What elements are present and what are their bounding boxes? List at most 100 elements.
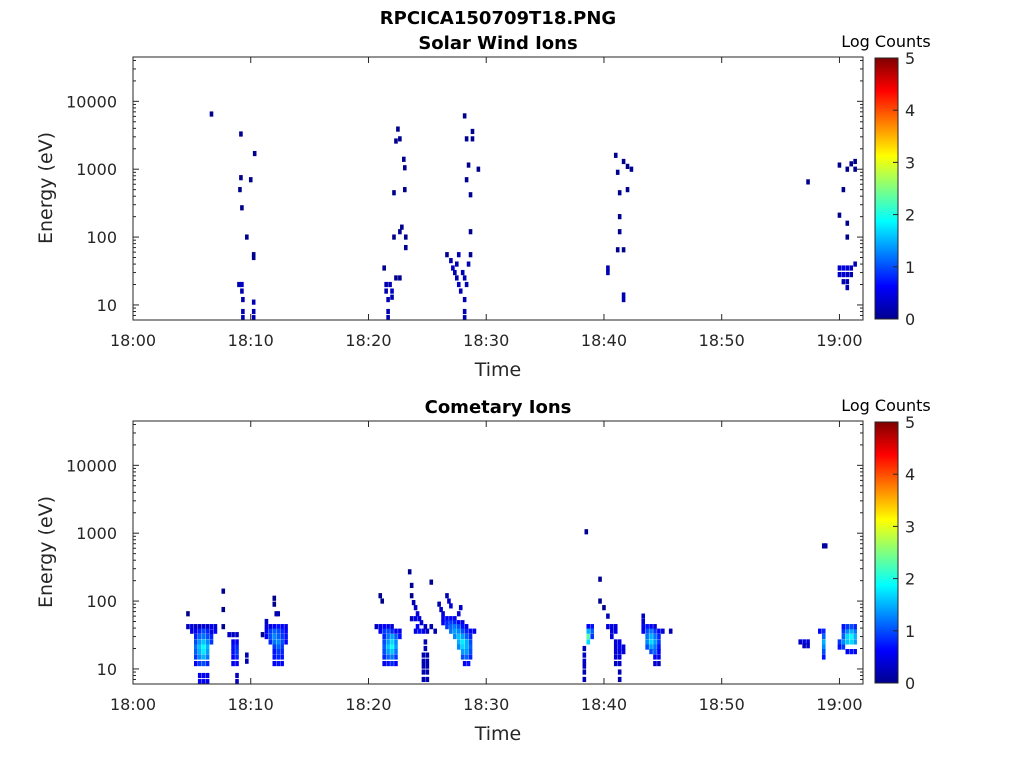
cometary-heatmap-cell	[272, 628, 277, 634]
solar-wind-heatmap-cell	[621, 292, 626, 298]
cometary-heatmap-cell	[235, 660, 239, 667]
cometary-heatmap-cell	[235, 654, 239, 660]
cometary-heatmap-cell	[409, 616, 414, 622]
cometary-heatmap-cell	[453, 620, 457, 626]
solar-wind-heatmap-cell	[853, 158, 857, 165]
cometary-heatmap-cell	[802, 643, 806, 649]
cometary-heatmap-cell	[409, 582, 414, 589]
solar-wind-colorbar-tick-label: 1	[905, 258, 915, 277]
solar-wind-colorbar-tick-label: 4	[905, 101, 915, 120]
cometary-heatmap-cell	[657, 644, 661, 650]
solar-wind-heatmap-cell	[394, 275, 398, 281]
cometary-heatmap-cell	[449, 620, 453, 626]
cometary-heatmap-cell	[415, 624, 420, 630]
solar-wind-heatmap	[209, 111, 857, 320]
cometary-heatmap-cell	[197, 672, 202, 679]
cometary-heatmap-cell	[445, 593, 449, 599]
cometary-heatmap-cell	[849, 633, 854, 640]
solar-wind-heatmap-cell	[382, 265, 386, 271]
cometary-heatmap-cell	[378, 624, 383, 630]
cometary-heatmap-cell	[205, 649, 210, 655]
cometary-heatmap-cell	[194, 644, 198, 650]
cometary-heatmap-cell	[425, 628, 430, 634]
cometary-heatmap-cell	[284, 624, 288, 630]
solar-wind-heatmap-cell	[849, 271, 854, 278]
cometary-heatmap-cell	[645, 628, 649, 634]
cometary-heatmap-cell	[841, 633, 846, 640]
cometary-heatmap-cell	[390, 624, 394, 630]
cometary-heatmap-cell	[390, 628, 394, 634]
cometary-heatmap-cell	[272, 639, 277, 645]
cometary-heatmap-cell	[425, 669, 430, 675]
cometary-x-tick-label: 18:20	[345, 695, 391, 714]
cometary-heatmap-cell	[464, 628, 469, 634]
cometary-heatmap-cell	[590, 624, 594, 630]
solar-wind-y-label: Energy (eV)	[35, 132, 57, 244]
cometary-heatmap-cell	[276, 649, 281, 655]
cometary-heatmap-cell	[447, 598, 451, 604]
cometary-heatmap-cell	[460, 644, 465, 650]
cometary-heatmap-cell	[386, 649, 390, 655]
cometary-heatmap-cell	[186, 611, 190, 617]
cometary-heatmap-cell	[468, 644, 473, 650]
cometary-heatmap-cell	[837, 639, 842, 645]
cometary-heatmap-cell	[386, 628, 390, 634]
cometary-heatmap-cell	[190, 628, 194, 634]
cometary-heatmap-cell	[617, 660, 622, 667]
cometary-heatmap-cell	[276, 628, 281, 634]
solar-wind-y-axis: 10 100 1000 10000	[66, 59, 863, 321]
solar-wind-heatmap-cell	[396, 126, 400, 132]
solar-wind-x-tick-label: 18:10	[228, 331, 274, 350]
solar-wind-heatmap-cell	[239, 131, 243, 137]
cometary-x-tick-label: 18:10	[228, 695, 274, 714]
cometary-heatmap-cell	[468, 633, 473, 640]
cometary-heatmap-cell	[468, 649, 473, 655]
cometary-heatmap-cell	[382, 628, 386, 634]
cometary-heatmap-cell	[235, 679, 239, 684]
solar-wind-heatmap-cell	[613, 152, 618, 158]
cometary-heatmap-cell	[205, 628, 210, 634]
solar-wind-heatmap-cell	[468, 229, 473, 235]
cometary-heatmap-cell	[464, 644, 469, 650]
cometary-heatmap-cell	[649, 649, 653, 655]
cometary-heatmap-cell	[413, 628, 418, 634]
cometary-heatmap-cell	[617, 644, 622, 650]
cometary-heatmap-cell	[390, 639, 394, 645]
cometary-heatmap-cell	[613, 660, 618, 667]
cometary-heatmap-cell	[460, 620, 465, 626]
cometary-heatmap-cell	[231, 654, 235, 660]
cometary-heatmap-cell	[449, 616, 453, 622]
solar-wind-heatmap-cell	[390, 288, 394, 294]
cometary-heatmap-cell	[421, 663, 426, 669]
cometary-heatmap-cell	[841, 624, 846, 630]
cometary-heatmap-cell	[245, 658, 249, 664]
cometary-x-tick-label: 19:00	[816, 695, 862, 714]
solar-wind-x-tick-label: 18:00	[110, 331, 156, 350]
cometary-heatmap-cell	[421, 658, 426, 664]
cometary-heatmap-cell	[657, 660, 661, 667]
cometary-heatmap-cell	[853, 624, 857, 630]
cometary-heatmap-cell	[194, 624, 198, 630]
cometary-heatmap-cell	[260, 632, 265, 638]
cometary-heatmap-cell	[849, 628, 854, 634]
cometary-heatmap-cell	[456, 633, 461, 640]
cometary-heatmap-cell	[645, 644, 649, 650]
cometary-heatmap-cell	[268, 628, 273, 634]
cometary-heatmap-cell	[617, 639, 622, 645]
cometary-heatmap-cell	[617, 669, 622, 675]
cometary-heatmap-cell	[276, 639, 281, 645]
cometary-heatmap-cell	[378, 593, 383, 599]
solar-wind-heatmap-cell	[621, 296, 626, 303]
solar-wind-title: Solar Wind Ions	[418, 33, 577, 54]
solar-wind-heatmap-cell	[462, 296, 467, 303]
cometary-heatmap-cell	[468, 639, 473, 645]
cometary-heatmap-cell	[453, 628, 457, 634]
cometary-heatmap-cell	[394, 628, 398, 634]
cometary-heatmap-cell	[606, 613, 610, 619]
solar-wind-colorbar-label: Log Counts	[841, 32, 931, 51]
solar-wind-heatmap-cell	[464, 281, 469, 288]
cometary-heatmap-cell	[421, 628, 426, 634]
cometary-heatmap-cell	[423, 645, 428, 652]
cometary-heatmap-cell	[853, 649, 857, 655]
cometary-heatmap-cell	[464, 639, 469, 645]
